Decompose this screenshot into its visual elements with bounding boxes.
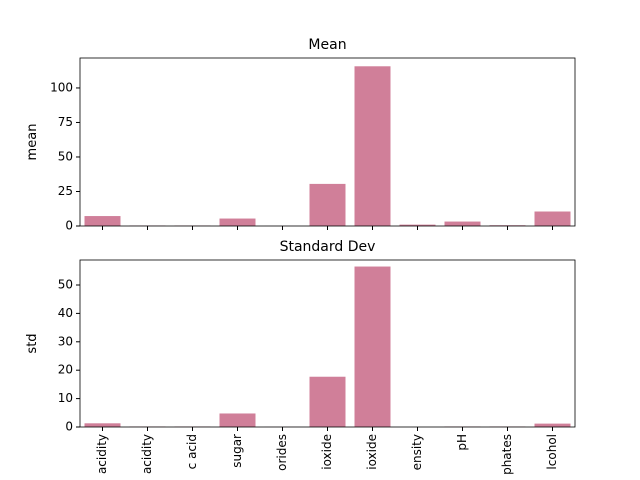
y-tick-label: 40 (58, 306, 73, 320)
y-tick-label: 25 (58, 184, 73, 198)
y-axis-label: mean (25, 124, 40, 161)
bar (399, 224, 436, 226)
y-tick-label: 100 (50, 80, 73, 94)
y-tick-label: 75 (58, 115, 73, 129)
x-tick-label: ioxide (320, 434, 334, 470)
y-tick-label: 0 (65, 219, 73, 233)
bar (309, 376, 346, 427)
y-axis-label: std (25, 333, 40, 353)
axes-frame (79, 259, 576, 428)
bar (354, 66, 391, 227)
x-tick-label: pH (455, 434, 469, 451)
y-tick-label: 50 (58, 149, 73, 163)
bar (534, 211, 571, 226)
x-tick-label: orides (275, 434, 289, 471)
x-tick-label: acidity (95, 434, 109, 474)
y-tick-label: 10 (58, 391, 73, 405)
bar (354, 266, 391, 427)
y-tick-label: 50 (58, 277, 73, 291)
y-tick-label: 0 (65, 420, 73, 434)
bar (309, 183, 346, 226)
x-tick-label: phates (500, 434, 514, 475)
x-tick-label: c acid (185, 434, 199, 469)
x-tick-label: ensity (410, 434, 424, 470)
bar (84, 216, 121, 226)
x-tick-label: ioxide (365, 434, 379, 470)
bar (84, 423, 121, 427)
x-tick-label: lcohol (545, 434, 559, 470)
bar (219, 413, 256, 427)
axes-frame (79, 57, 576, 227)
x-tick-label: acidity (140, 434, 154, 474)
x-tick-label: sugar (230, 434, 244, 468)
y-tick-label: 20 (58, 363, 73, 377)
bar (219, 218, 256, 226)
chart-title: Mean (308, 37, 346, 53)
y-tick-label: 30 (58, 334, 73, 348)
chart-title: Standard Dev (280, 239, 376, 255)
bar (444, 221, 481, 226)
bar (534, 423, 571, 427)
